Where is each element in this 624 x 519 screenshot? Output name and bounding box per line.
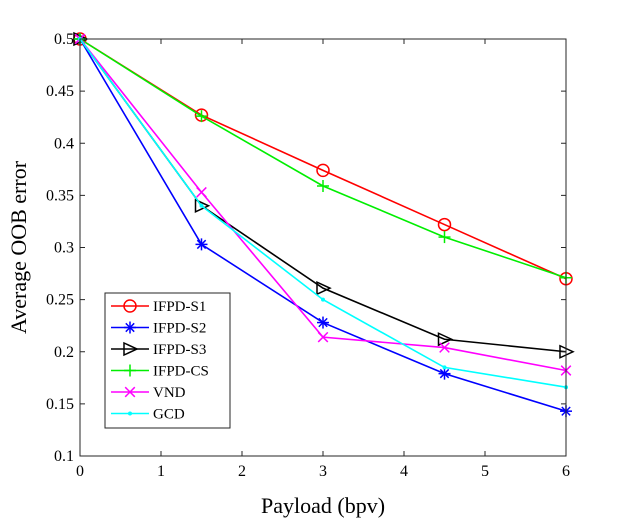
x-tick-label: 0 (76, 463, 84, 480)
x-tick-label: 5 (481, 463, 489, 480)
y-tick-label: 0.35 (46, 187, 74, 204)
legend-label: VND (153, 385, 186, 401)
y-tick-label: 0.45 (46, 83, 74, 100)
legend-box (104, 292, 231, 429)
legend-item-ifpd-cs: IFPD-CS (111, 364, 209, 380)
legend-item-vnd: VND (111, 385, 186, 401)
legend-marker (123, 341, 139, 357)
x-tick-label: 4 (400, 463, 408, 480)
y-tick-label: 0.15 (46, 396, 74, 413)
data-point-ifpd-s3 (316, 280, 332, 296)
data-point-vnd (196, 186, 207, 198)
legend-label: IFPD-S1 (153, 299, 206, 315)
data-point-ifpd-s1 (437, 217, 452, 232)
axes-layer: 0 1 2 3 4 5 6 0.1 0.15 0.2 0.25 0.3 0.35 0.4 0.45 0.5 (46, 31, 570, 480)
legend-label: IFPD-CS (153, 364, 209, 380)
x-tick-label: 1 (157, 463, 165, 480)
legend: IFPD-S1 IFPD-S2 IFPD-S3 IFPD-CS VND GCD (104, 292, 231, 429)
legend-marker (124, 364, 136, 377)
data-point-ifpd-s3 (194, 198, 211, 213)
y-tick-label: 0.2 (54, 344, 74, 361)
y-tick-label: 0.1 (54, 448, 74, 465)
data-point-ifpd-cs (195, 110, 208, 123)
data-point-ifpd-cs (438, 231, 451, 244)
y-tick-label: 0.5 (54, 31, 74, 48)
data-point-ifpd-s3 (437, 332, 454, 347)
legend-item-gcd: GCD (111, 407, 185, 423)
x-axis-title: Payload (bpv) (261, 493, 385, 518)
legend-item-ifpd-s3: IFPD-S3 (111, 341, 206, 358)
y-tick-label: 0.25 (46, 292, 74, 309)
data-point-ifpd-s2 (195, 238, 208, 251)
legend-label: GCD (153, 407, 185, 423)
data-point-ifpd-cs (317, 179, 329, 192)
legend-item-ifpd-s2: IFPD-S2 (111, 321, 206, 337)
legend-marker (123, 299, 137, 313)
legend-label: IFPD-S3 (153, 342, 206, 358)
legend-marker (124, 321, 136, 334)
data-point-gcd (199, 203, 204, 208)
y-tick-label: 0.3 (54, 240, 74, 257)
legend-marker (128, 411, 132, 416)
data-point-vnd (439, 342, 450, 353)
series-gcd (78, 37, 568, 390)
legend-marker (124, 386, 136, 398)
x-tick-label: 3 (319, 463, 327, 480)
legend-item-ifpd-s1: IFPD-S1 (111, 299, 206, 315)
data-point-vnd (317, 331, 329, 343)
x-tick-label: 6 (562, 463, 570, 480)
series-ifpd-cs (74, 33, 572, 284)
y-axis-title: Average OOB error (6, 160, 31, 334)
data-point-gcd (442, 365, 447, 370)
y-tick-label: 0.4 (54, 135, 74, 152)
data-point-ifpd-s1 (316, 163, 330, 178)
data-point-gcd (321, 297, 325, 302)
legend-label: IFPD-S2 (153, 321, 206, 337)
data-point-ifpd-s2 (438, 367, 451, 380)
x-tick-label: 2 (238, 463, 246, 480)
data-point-ifpd-s2 (317, 316, 329, 329)
